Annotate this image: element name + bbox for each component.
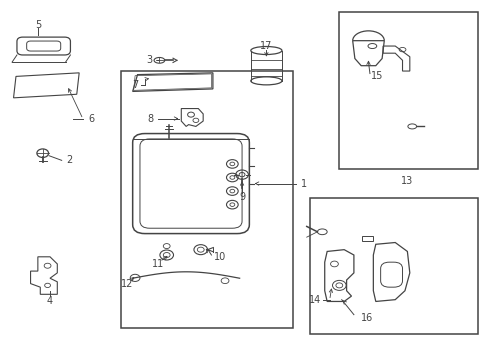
Text: 15: 15 [370,71,382,81]
Bar [120,71,292,328]
Text: 13: 13 [401,176,413,186]
Text: 1: 1 [300,179,306,189]
Text: 7: 7 [132,80,138,90]
Text: 5: 5 [35,19,41,30]
Bar [362,236,372,241]
Text: 9: 9 [239,192,244,202]
Text: 10: 10 [214,252,226,262]
Bar [339,12,477,169]
Text: 11: 11 [151,259,164,269]
Text: 16: 16 [360,312,372,323]
Text: 14: 14 [308,296,321,305]
Bar [309,198,477,334]
Text: 3: 3 [146,55,152,65]
Text: 17: 17 [260,41,272,51]
Text: 12: 12 [121,279,133,289]
Text: 4: 4 [47,296,53,306]
Text: 8: 8 [147,113,153,123]
Text: 2: 2 [66,156,72,165]
Text: 6: 6 [88,114,94,124]
